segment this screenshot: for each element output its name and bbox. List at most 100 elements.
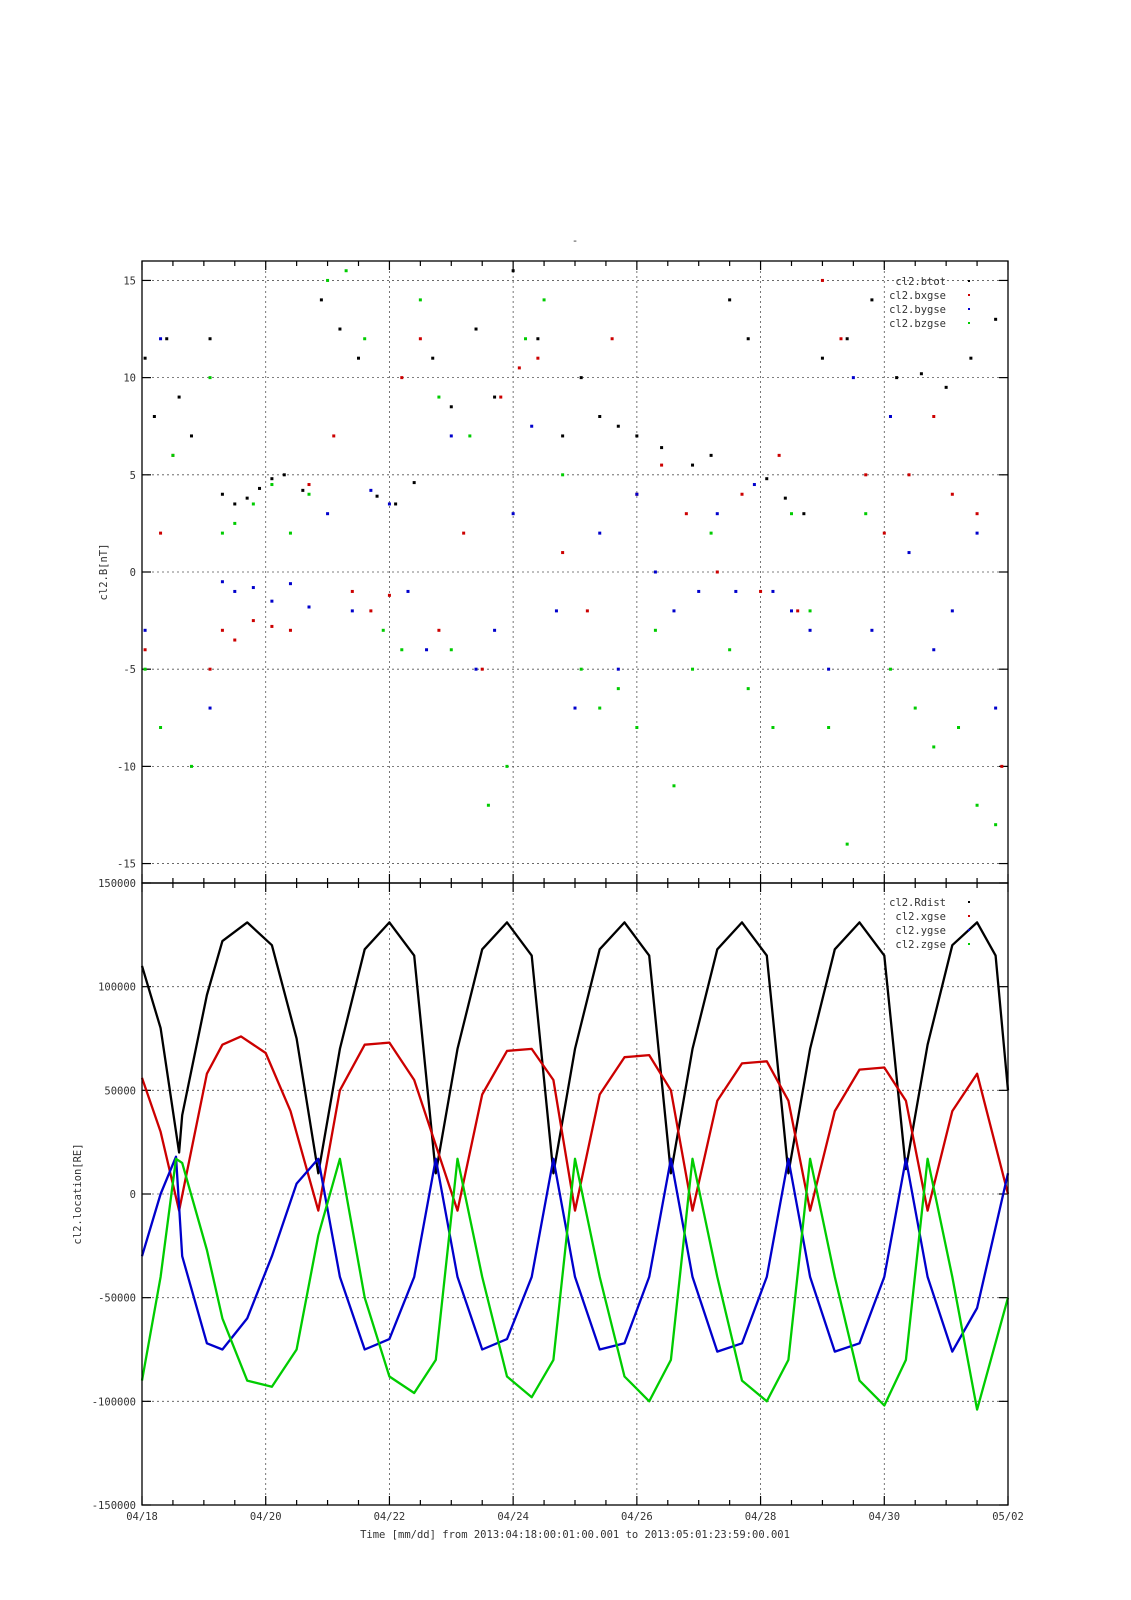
b-point-3-35 xyxy=(771,726,775,729)
b-point-3-14 xyxy=(381,628,385,632)
b-point-1-40 xyxy=(975,512,979,516)
b-point-3-26 xyxy=(598,706,602,710)
b-point-3-8 xyxy=(270,483,274,487)
b-point-3-0 xyxy=(143,667,147,671)
top-mark: - xyxy=(572,235,578,247)
b-point-2-38 xyxy=(907,551,911,555)
magnetic-field-grid xyxy=(141,261,1009,883)
b-point-2-30 xyxy=(752,483,756,487)
x-tick-label: 04/24 xyxy=(497,1511,529,1523)
loc-y-tick-label: 50000 xyxy=(104,1085,136,1097)
b-point-1-15 xyxy=(418,337,422,341)
b-point-0-0 xyxy=(143,356,147,360)
magnetic-field-y-axis-label: cl2.B[nT] xyxy=(98,544,110,601)
b-point-0-1 xyxy=(152,415,156,418)
loc-y-tick-label: -50000 xyxy=(98,1293,136,1305)
b-point-1-13 xyxy=(387,593,391,597)
b-legend-marker-1 xyxy=(968,294,970,296)
b-point-3-23 xyxy=(542,298,546,302)
b-point-1-19 xyxy=(499,395,503,399)
b-point-3-45 xyxy=(975,803,979,807)
b-y-tick-label: -5 xyxy=(123,664,136,676)
b-point-2-17 xyxy=(493,628,497,632)
b-point-3-42 xyxy=(913,706,917,710)
b-point-3-3 xyxy=(189,764,193,768)
b-legend-marker-3 xyxy=(968,322,970,324)
b-point-3-25 xyxy=(579,667,583,671)
location-series-line-1 xyxy=(140,1035,1010,1212)
b-point-3-43 xyxy=(932,745,936,749)
b-point-3-9 xyxy=(288,531,292,535)
b-point-3-37 xyxy=(808,609,812,613)
b-point-1-6 xyxy=(251,619,255,623)
b-point-2-39 xyxy=(932,648,936,652)
b-point-2-33 xyxy=(808,628,812,632)
loc-y-tick-label: 100000 xyxy=(98,982,136,994)
b-point-0-30 xyxy=(660,446,664,450)
x-tick-label: 05/02 xyxy=(992,1511,1024,1523)
b-point-2-13 xyxy=(406,589,410,593)
loc-legend-marker-3 xyxy=(968,943,970,945)
b-point-3-36 xyxy=(790,512,793,516)
b-point-0-44 xyxy=(969,356,973,360)
b-point-0-7 xyxy=(233,502,237,506)
b-point-1-36 xyxy=(882,531,886,535)
location-series-line-0 xyxy=(140,921,1010,1175)
loc-y-tick-label: 150000 xyxy=(98,878,136,890)
b-legend-entry-3: cl2.bzgse xyxy=(889,318,946,330)
b-point-1-24 xyxy=(610,337,614,341)
b-point-2-40 xyxy=(950,609,954,613)
b-point-3-38 xyxy=(827,726,831,729)
b-point-1-31 xyxy=(777,453,781,457)
b-point-1-32 xyxy=(796,609,800,613)
b-point-3-27 xyxy=(616,687,620,691)
b-point-0-23 xyxy=(511,269,515,273)
b-point-3-46 xyxy=(994,823,998,827)
b-point-2-16 xyxy=(474,667,478,671)
b-point-1-22 xyxy=(561,551,565,555)
b-point-3-18 xyxy=(449,648,453,652)
b-point-1-39 xyxy=(950,492,954,496)
b-point-2-24 xyxy=(635,492,639,496)
b-point-3-11 xyxy=(326,278,330,282)
b-point-0-6 xyxy=(220,492,224,496)
b-point-2-41 xyxy=(975,531,979,535)
b-point-0-29 xyxy=(635,434,639,438)
b-point-1-26 xyxy=(660,463,664,467)
b-point-3-13 xyxy=(363,337,367,341)
loc-legend-entry-3: cl2.zgse xyxy=(895,939,946,951)
magnetic-field-panel: -15 -10 -5 0 5 10 15 cl2.B[nT] cl2.btot cl2.bxg… xyxy=(98,260,1009,884)
b-point-1-0 xyxy=(143,648,147,652)
b-y-tick-label: -10 xyxy=(117,761,136,773)
magnetic-field-y-ticks: -15 -10 -5 0 5 10 15 xyxy=(117,275,136,870)
b-point-0-18 xyxy=(412,481,416,485)
b-point-3-31 xyxy=(691,667,695,671)
b-point-1-10 xyxy=(332,434,336,438)
b-point-3-32 xyxy=(709,531,713,535)
b-point-1-20 xyxy=(517,366,521,370)
b-point-2-34 xyxy=(827,667,831,671)
b-y-tick-label: 0 xyxy=(130,567,136,579)
b-point-1-37 xyxy=(907,473,911,477)
b-point-0-2 xyxy=(165,337,169,341)
loc-legend-entry-1: cl2.xgse xyxy=(895,911,946,923)
b-point-1-21 xyxy=(536,356,540,360)
b-point-0-14 xyxy=(338,327,342,331)
b-point-2-23 xyxy=(616,667,620,671)
b-point-1-34 xyxy=(839,337,843,341)
b-point-2-19 xyxy=(530,424,534,428)
b-point-0-39 xyxy=(845,337,849,341)
b-point-2-28 xyxy=(715,512,719,516)
b-legend-entry-1: cl2.bxgse xyxy=(889,290,946,302)
b-point-3-10 xyxy=(307,492,311,496)
b-point-1-29 xyxy=(740,492,744,496)
b-legend-marker-0 xyxy=(968,280,970,282)
b-point-1-12 xyxy=(369,609,373,613)
b-point-0-13 xyxy=(319,298,323,302)
b-point-0-25 xyxy=(561,434,565,438)
x-tick-label: 04/20 xyxy=(250,1511,282,1523)
b-point-3-20 xyxy=(486,803,490,807)
b-point-2-36 xyxy=(870,628,874,632)
b-point-2-5 xyxy=(251,586,255,590)
location-series-line-3 xyxy=(140,1157,1010,1411)
